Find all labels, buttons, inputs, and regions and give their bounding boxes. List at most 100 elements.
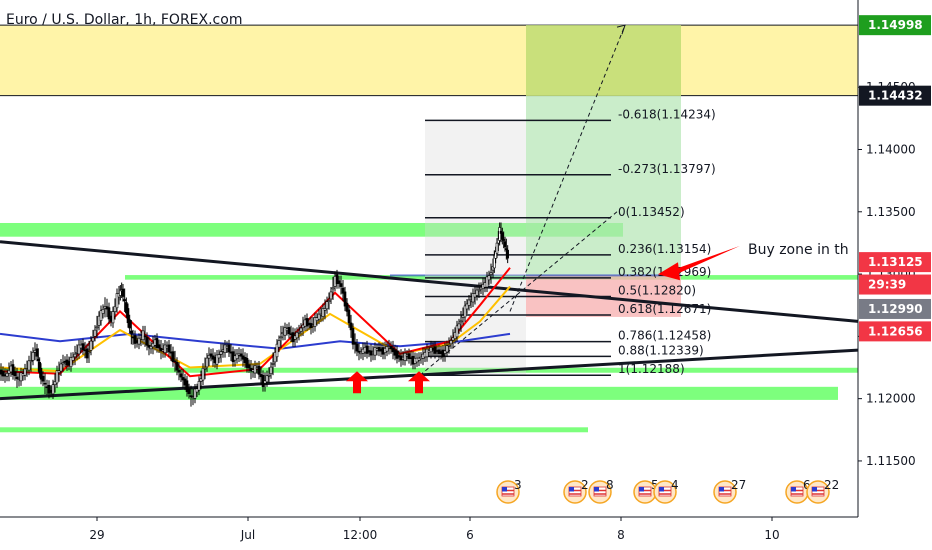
candle-body	[335, 274, 339, 285]
candle-body	[341, 287, 345, 294]
candle-body	[137, 337, 141, 345]
candle-body	[345, 302, 349, 312]
candle-body	[81, 343, 85, 351]
event-count-label: 3	[514, 478, 522, 492]
time-axis[interactable]: 29 Jul 12:00 6 8 10	[0, 516, 858, 550]
candle-body	[71, 356, 75, 361]
flag-canton	[594, 487, 599, 492]
price-axis[interactable]: 1.145001.140001.135001.130001.125001.120…	[857, 0, 932, 550]
candle-body	[257, 365, 261, 375]
chart-title: Euro / U.S. Dollar, 1h, FOREX.com	[6, 12, 243, 28]
candle-body	[31, 352, 35, 361]
candle-body	[477, 289, 481, 292]
support-zone	[0, 427, 588, 433]
candle-body	[87, 351, 91, 354]
candle-body	[189, 395, 193, 397]
candle-body	[185, 380, 189, 392]
candle-body	[503, 241, 507, 247]
candle-body	[11, 364, 15, 375]
candle-body	[63, 360, 67, 363]
candle-body	[323, 308, 327, 311]
flag-canton	[659, 487, 664, 492]
candle-body	[181, 377, 185, 381]
long-position-tool[interactable]	[390, 25, 681, 317]
candle-body	[229, 351, 233, 354]
up-arrow-icon	[346, 371, 368, 394]
time-tick-label: 6	[466, 528, 474, 542]
candle-body	[485, 276, 489, 288]
candle-body	[417, 357, 421, 361]
candle-body	[5, 373, 9, 377]
candle-body	[231, 351, 235, 363]
candle-body	[77, 344, 81, 355]
price-badge-label: 1.12990	[868, 302, 923, 316]
candle-body	[167, 344, 171, 353]
candle-body	[209, 353, 213, 357]
candle-body	[201, 367, 205, 381]
price-series	[0, 222, 509, 407]
fibonacci-retracement[interactable]: -0.618(1.14234) -0.273(1.13797) 0(1.13452)…	[425, 107, 716, 376]
candle-body	[506, 249, 509, 259]
candle-body	[41, 375, 45, 382]
candle-body	[61, 362, 65, 365]
annotation-arrow-icon	[658, 262, 680, 281]
candle-body	[173, 360, 177, 363]
annotation-arrow-shaft	[672, 245, 740, 276]
candle-body	[355, 343, 359, 352]
candle-body	[126, 308, 130, 324]
candle-body	[207, 354, 211, 359]
candle-body	[128, 319, 131, 329]
projection-line	[509, 24, 626, 312]
candle-body	[225, 346, 229, 349]
candle-body	[502, 239, 505, 241]
candle-body	[171, 351, 175, 363]
candle-body	[183, 378, 187, 386]
price-badge	[859, 321, 931, 342]
economic-events[interactable]: 3 2 8 5 4 27 6 22	[496, 478, 839, 504]
candle-body	[203, 367, 207, 370]
fib-level-label: -0.618(1.14234)	[618, 107, 716, 121]
candle-body	[349, 322, 353, 331]
price-tick-label: 1.12000	[866, 392, 916, 406]
support-zone	[0, 367, 858, 373]
price-badge	[859, 252, 931, 273]
candle-body	[283, 327, 287, 336]
candle-body	[223, 344, 227, 353]
candle-body	[475, 289, 479, 296]
candle-body	[101, 309, 105, 314]
time-tick-label: 10	[764, 528, 779, 542]
candle-body	[219, 351, 223, 355]
candle-body	[365, 345, 369, 354]
candle-body	[445, 345, 449, 353]
flag-canton	[502, 487, 507, 492]
annotation-text: Buy zone in th	[748, 242, 849, 258]
candle-body	[279, 336, 283, 339]
candle-body	[237, 353, 241, 356]
candle-body	[9, 365, 13, 373]
candle-body	[55, 370, 59, 384]
candle-body	[157, 344, 161, 349]
candle-body	[35, 348, 39, 357]
candle-body	[357, 350, 361, 353]
candle-body	[13, 371, 17, 377]
candle-body	[177, 369, 181, 373]
drawings-layer[interactable]: Buy zone in th	[346, 242, 849, 394]
candle-body	[105, 306, 109, 310]
candle-body	[43, 382, 47, 385]
trend-line	[0, 348, 859, 401]
candle-body	[265, 375, 269, 383]
candle-body	[213, 356, 217, 364]
candle-body	[145, 337, 149, 346]
event-count-label: 2	[581, 478, 589, 492]
candle-body	[57, 370, 61, 373]
candle-body	[85, 348, 89, 359]
candle-body	[103, 306, 107, 309]
time-tick-label: 8	[617, 528, 625, 542]
candle-body	[295, 332, 299, 339]
support-zone	[0, 386, 838, 400]
candle-body	[247, 364, 251, 369]
candle-body	[287, 327, 291, 335]
price-tick-label: 1.13500	[866, 205, 916, 219]
candle-body	[321, 308, 325, 317]
